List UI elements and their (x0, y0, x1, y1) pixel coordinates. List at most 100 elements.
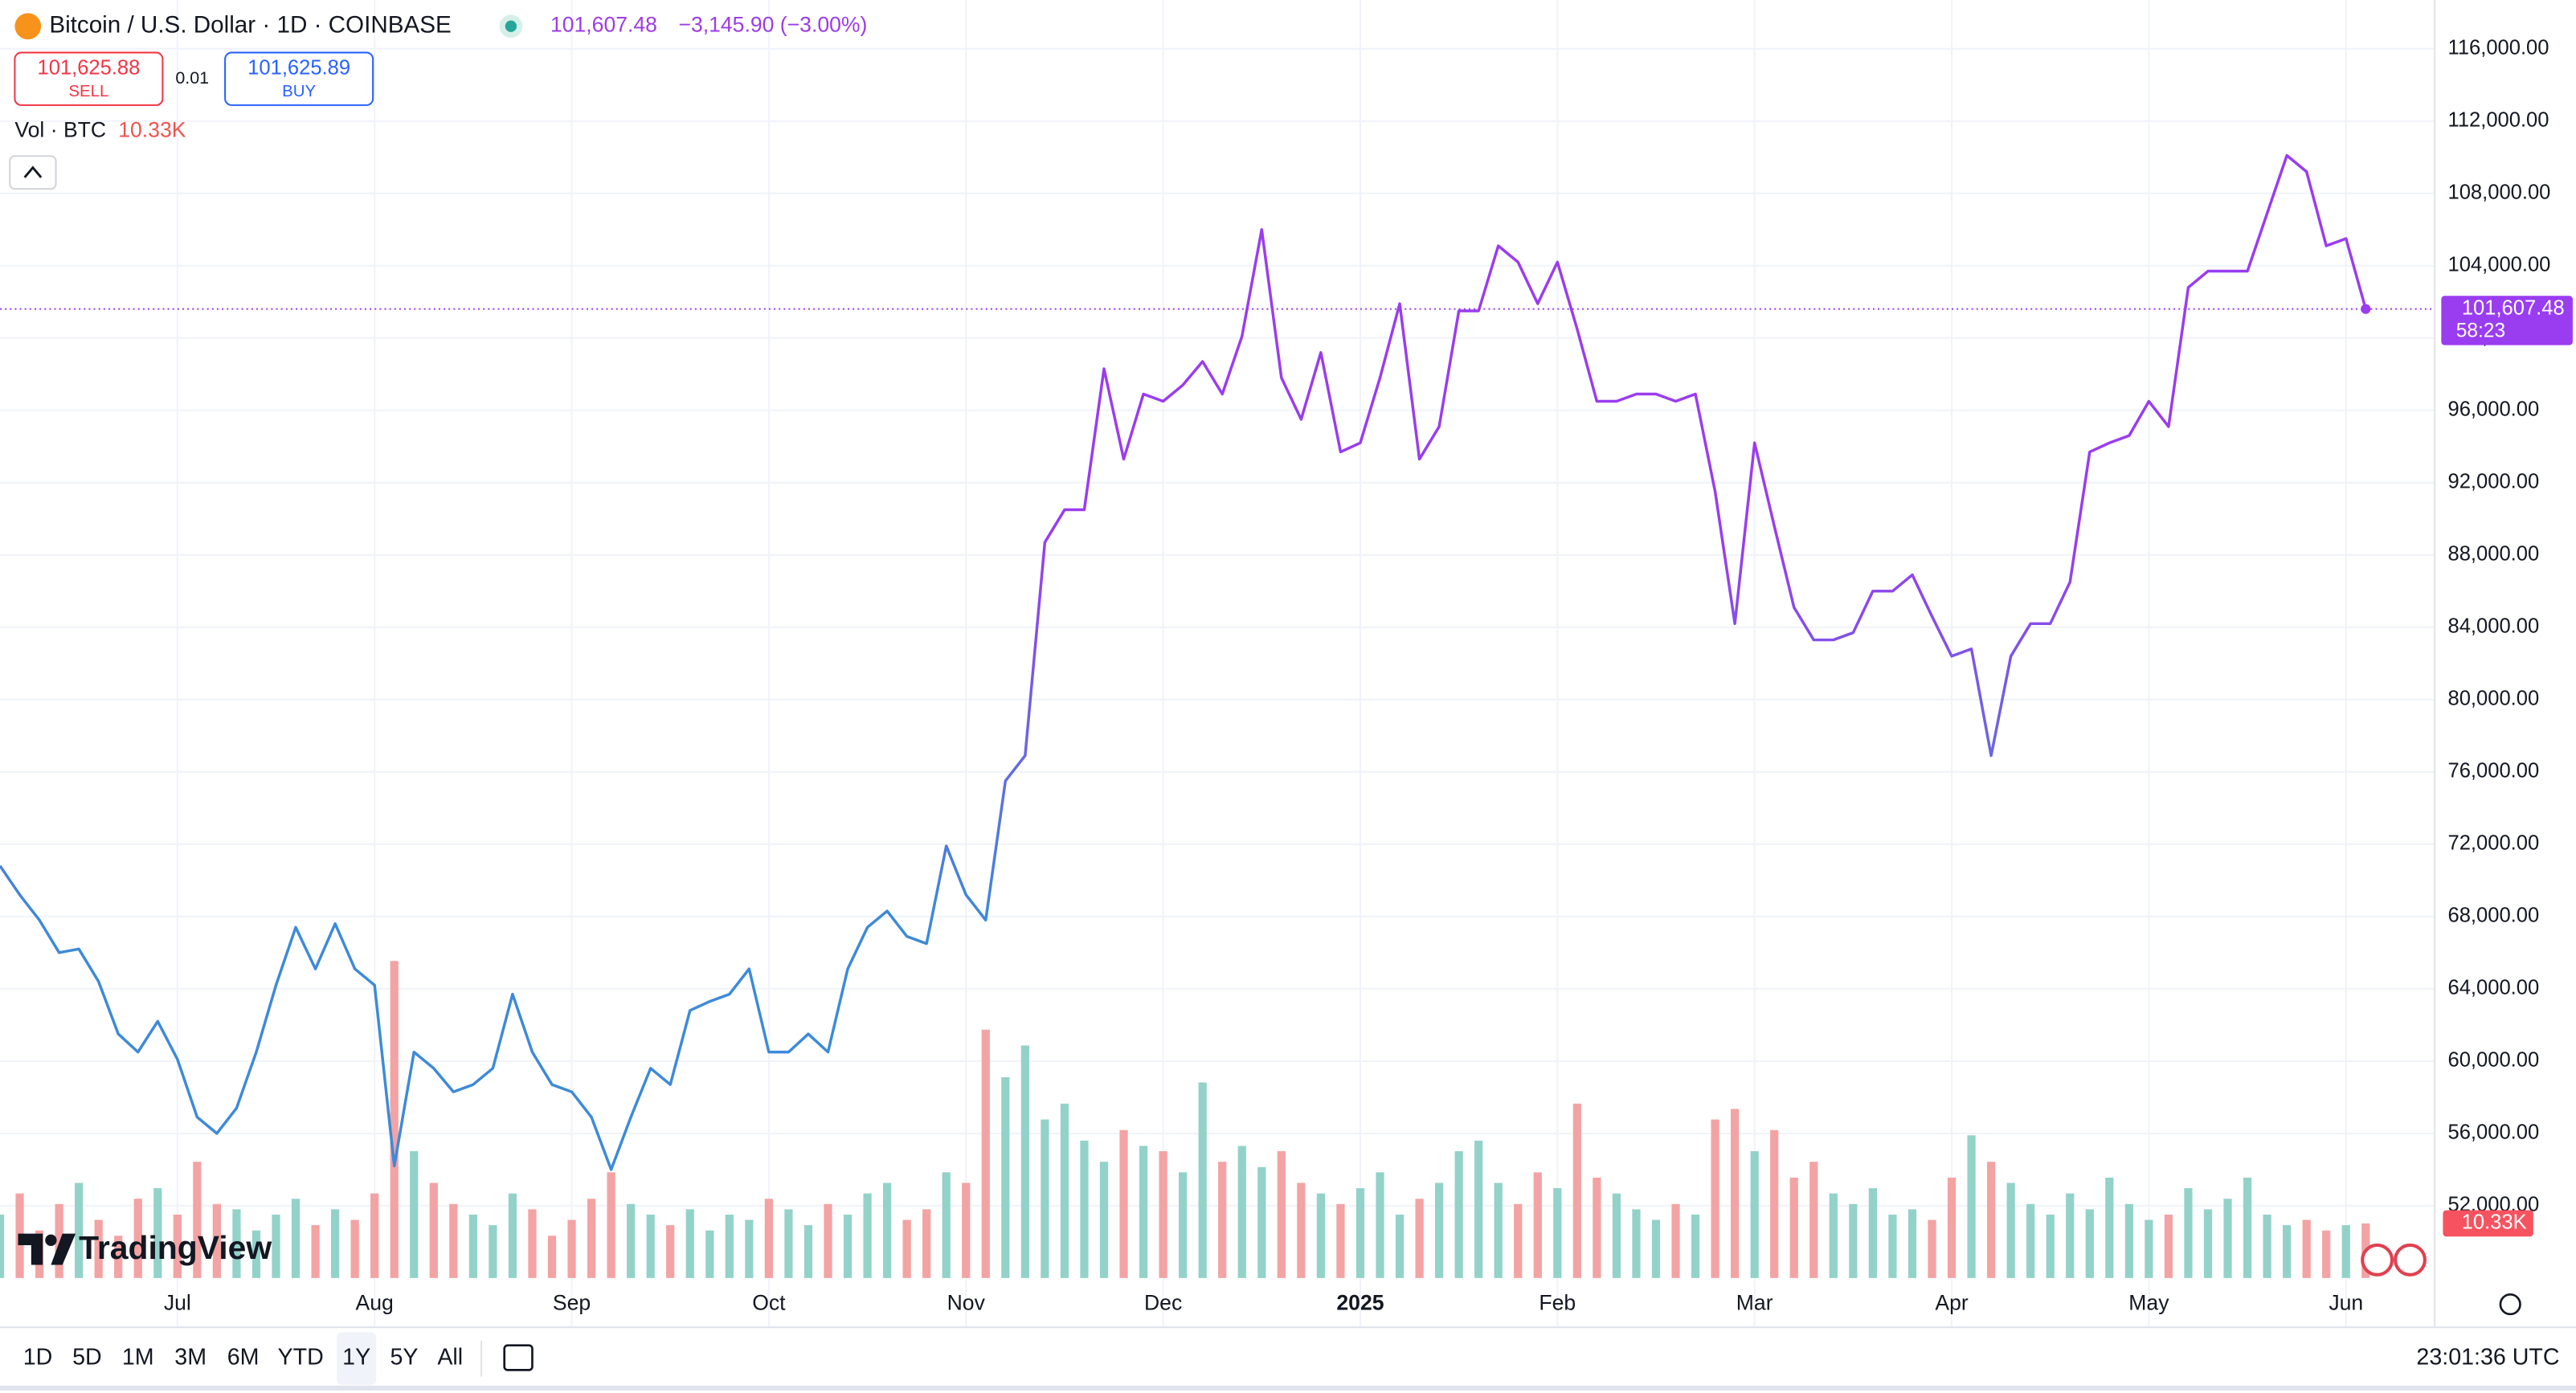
volume-bar (2124, 1203, 2133, 1278)
volume-bar (1986, 1162, 1996, 1278)
y-tick-label: 84,000.00 (2448, 615, 2540, 638)
volume-bar (1809, 1162, 1818, 1278)
active-range-bg[interactable] (337, 1332, 377, 1385)
volume-bar (2283, 1225, 2292, 1278)
volume-bar (1731, 1109, 1740, 1278)
range-button[interactable]: 3M (174, 1345, 206, 1371)
volume-bar (2026, 1203, 2035, 1278)
volume-bar (745, 1219, 754, 1278)
y-tick-label: 88,000.00 (2448, 543, 2540, 566)
volume-bar (1454, 1151, 1463, 1278)
volume-bar (1237, 1146, 1246, 1278)
volume-bar (1080, 1140, 1089, 1278)
volume-bar (1257, 1166, 1266, 1278)
y-tick-label: 68,000.00 (2448, 905, 2540, 927)
y-tick-label: 96,000.00 (2448, 398, 2540, 421)
last-volume-box (2443, 1210, 2533, 1237)
range-button[interactable]: 1D (23, 1345, 53, 1371)
volume-bar (962, 1183, 971, 1278)
buy-price[interactable]: 101,625.89 (247, 57, 350, 80)
volume-bar (803, 1225, 813, 1278)
volume-bar (153, 1188, 162, 1278)
volume-bar (1572, 1103, 1581, 1278)
volume-bar (567, 1219, 576, 1278)
volume-bar (251, 1230, 261, 1278)
volume-bar (942, 1172, 951, 1278)
last-price-label: 101,607.48 (2462, 296, 2565, 319)
volume-bar (547, 1236, 557, 1278)
sell-label[interactable]: SELL (68, 82, 108, 100)
x-tick-label: Dec (1144, 1291, 1182, 1315)
x-tick-label: Nov (947, 1291, 986, 1315)
volume-bar (330, 1209, 340, 1278)
range-button[interactable]: All (437, 1345, 463, 1371)
range-button[interactable]: 1Y (342, 1345, 370, 1371)
volume-bar (55, 1203, 63, 1278)
header-price: 101,607.48 (550, 13, 657, 37)
y-tick-label: 72,000.00 (2448, 832, 2540, 855)
volume-bar (2164, 1214, 2173, 1278)
volume-bar (1789, 1177, 1798, 1278)
volume-bar (133, 1199, 142, 1278)
event-icon[interactable] (2361, 1243, 2394, 1277)
volume-bar (587, 1199, 596, 1278)
range-button[interactable]: 6M (227, 1345, 260, 1371)
logo-text: TradingView (79, 1229, 272, 1266)
range-button[interactable]: YTD (278, 1345, 324, 1371)
range-button[interactable]: 5Y (390, 1345, 418, 1371)
volume-bar (2203, 1209, 2213, 1278)
volume-bar (2105, 1177, 2114, 1278)
collapse-button[interactable] (9, 155, 57, 190)
buy-button[interactable] (224, 51, 374, 106)
volume-bar (212, 1203, 222, 1278)
volume-bar (863, 1193, 872, 1278)
volume-value: 10.33K (118, 118, 186, 142)
event-icon[interactable] (2394, 1243, 2427, 1277)
volume-bar (1474, 1140, 1483, 1278)
y-tick-label: 76,000.00 (2448, 760, 2540, 782)
x-tick-label: Sep (553, 1291, 591, 1315)
volume-bar (1179, 1172, 1188, 1278)
volume-bar (1041, 1119, 1049, 1278)
buy-label[interactable]: BUY (282, 82, 316, 100)
settings-icon[interactable] (2499, 1293, 2521, 1316)
status-dot (505, 20, 517, 32)
volume-bar (1434, 1183, 1444, 1278)
volume-bar (1533, 1172, 1542, 1278)
y-tick-label: 112,000.00 (2448, 109, 2549, 132)
volume-bar (2046, 1214, 2055, 1278)
x-tick-label: 2025 (1336, 1291, 1384, 1315)
volume-title: Vol · BTC (14, 118, 106, 142)
volume-bar (2223, 1199, 2232, 1278)
x-tick-label: May (2128, 1291, 2169, 1315)
volume-bar (1001, 1076, 1010, 1278)
volume-bar (272, 1214, 280, 1278)
spread: 0.01 (175, 68, 209, 88)
sell-button[interactable] (14, 51, 164, 106)
header-change: −3,145.90 (−3.00%) (678, 13, 867, 37)
sell-price[interactable]: 101,625.88 (37, 57, 140, 80)
range-button[interactable]: 5D (72, 1345, 102, 1371)
volume-bar (291, 1199, 301, 1278)
x-tick-label: Jun (2329, 1291, 2363, 1315)
volume-bar (1218, 1162, 1227, 1278)
x-tick-label: Aug (356, 1291, 394, 1315)
volume-bar (1376, 1172, 1384, 1278)
calendar-icon[interactable] (503, 1344, 534, 1371)
volume-bar (2006, 1183, 2015, 1278)
volume-bar (528, 1209, 537, 1278)
volume-bar (1020, 1045, 1029, 1278)
x-tick-label: Mar (1736, 1291, 1773, 1315)
clock: 23:01:36 UTC (2416, 1345, 2559, 1371)
volume-bars (0, 961, 2370, 1278)
volume-bar (232, 1209, 241, 1278)
volume-bar (2322, 1230, 2331, 1278)
volume-bar (1612, 1193, 1621, 1278)
coin-icon (14, 13, 42, 40)
y-tick-label: 108,000.00 (2448, 182, 2551, 204)
last-price-box (2441, 296, 2573, 345)
range-button[interactable]: 1M (122, 1345, 154, 1371)
volume-bar (627, 1203, 636, 1278)
volume-bar (2243, 1177, 2252, 1278)
